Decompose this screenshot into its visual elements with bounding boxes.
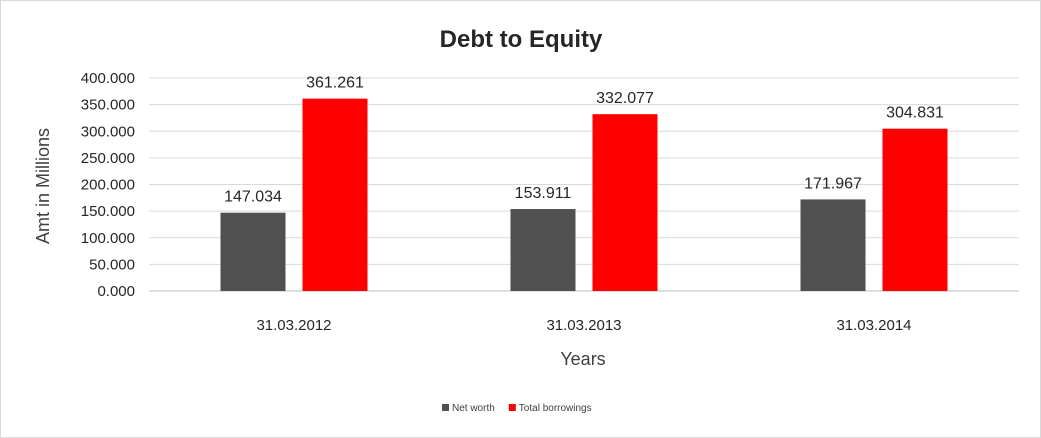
bar-total-borrowings <box>302 98 368 292</box>
legend-label: Total borrowings <box>519 403 592 414</box>
x-tick-label: 31.03.2012 <box>256 317 331 334</box>
bar-net-worth <box>510 209 576 291</box>
x-axis-title: Years <box>560 349 605 369</box>
bars <box>220 98 948 292</box>
chart-title: Debt to Equity <box>440 26 603 53</box>
x-tick-label: 31.03.2014 <box>836 317 911 334</box>
data-labels: 147.034 361.261 153.911 332.077 171.967 304.8… <box>224 75 944 206</box>
x-tick-label: 31.03.2013 <box>546 317 621 334</box>
y-tick-label: 50.000 <box>89 256 135 273</box>
x-axis-ticks: 31.03.2012 31.03.2013 31.03.2014 <box>256 317 911 334</box>
bar-net-worth <box>800 199 866 291</box>
bar-net-worth <box>220 212 286 291</box>
y-tick-label: 150.000 <box>81 203 135 220</box>
y-tick-label: 100.000 <box>81 230 135 247</box>
gridlines <box>149 77 1019 292</box>
legend-swatch <box>508 404 516 411</box>
y-axis-ticks: 0.000 50.000 100.000 150.000 200.000 250.000 3… <box>81 70 135 300</box>
y-tick-label: 0.000 <box>97 283 135 300</box>
data-label: 332.077 <box>596 90 654 107</box>
y-tick-label: 200.000 <box>81 177 135 194</box>
legend: Net worth Total borrowings <box>442 403 592 414</box>
y-axis-title: Amt in Millions <box>33 128 53 244</box>
y-tick-label: 250.000 <box>81 150 135 167</box>
data-label: 147.034 <box>224 189 282 206</box>
bar-total-borrowings <box>592 114 658 291</box>
data-label: 153.911 <box>515 185 572 202</box>
y-tick-label: 350.000 <box>81 97 135 114</box>
y-tick-label: 400.000 <box>81 70 135 87</box>
data-label: 304.831 <box>886 105 944 122</box>
legend-swatch <box>442 404 449 411</box>
y-tick-label: 300.000 <box>81 123 135 140</box>
legend-label: Net worth <box>452 403 495 414</box>
bar-total-borrowings <box>882 128 948 291</box>
data-label: 361.261 <box>306 75 364 92</box>
data-label: 171.967 <box>804 175 862 192</box>
